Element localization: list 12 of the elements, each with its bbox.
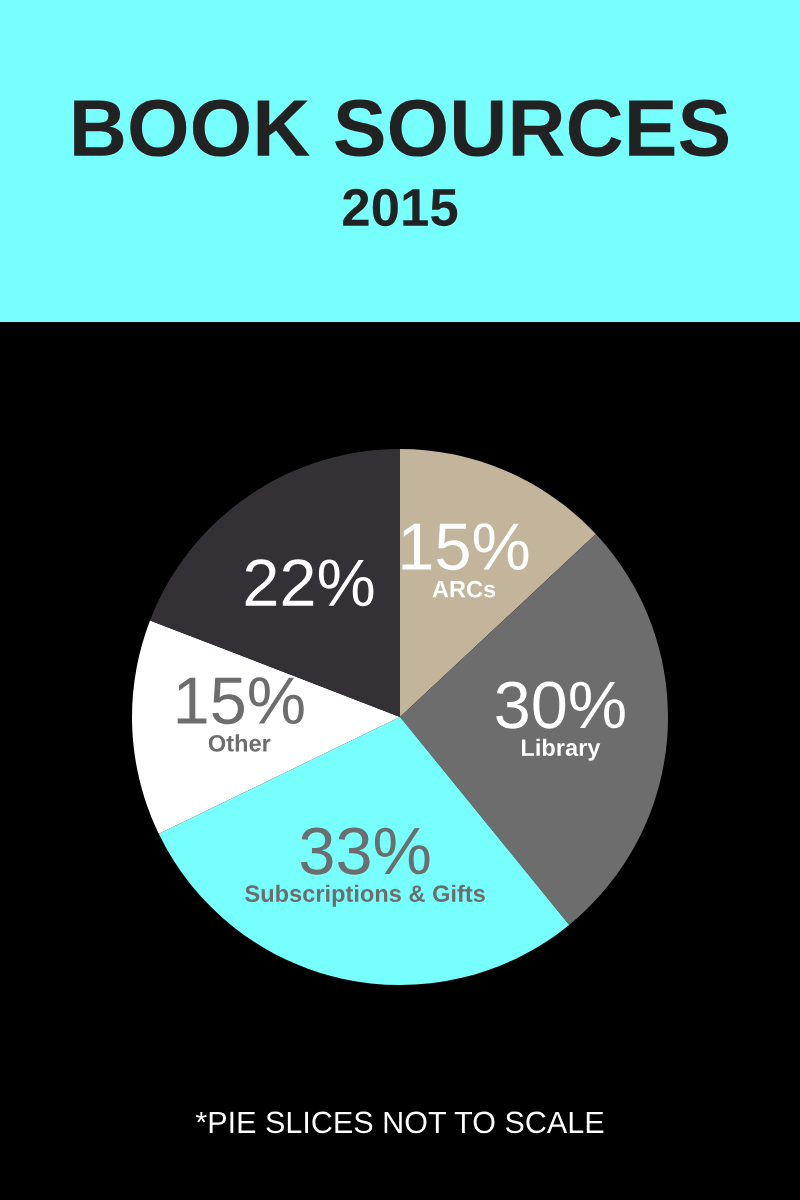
data-label: 15% bbox=[402, 523, 529, 571]
data-label: 30% bbox=[496, 681, 625, 729]
chart-subtitle: 2015 bbox=[343, 188, 458, 227]
text: *PIE SLICES NOT TO SCALE bbox=[195, 1111, 604, 1134]
data-label: 33% bbox=[300, 827, 430, 875]
chart-title: BOOK SOURCES bbox=[74, 99, 729, 157]
data-label: 22% bbox=[245, 559, 374, 607]
slice-label: Library bbox=[521, 738, 601, 761]
slice-label: Subscriptions & Gifts bbox=[245, 884, 485, 907]
data-label: 15% bbox=[177, 677, 304, 725]
slice-label: ARCs bbox=[432, 580, 496, 598]
slice-label: Other bbox=[208, 734, 271, 752]
